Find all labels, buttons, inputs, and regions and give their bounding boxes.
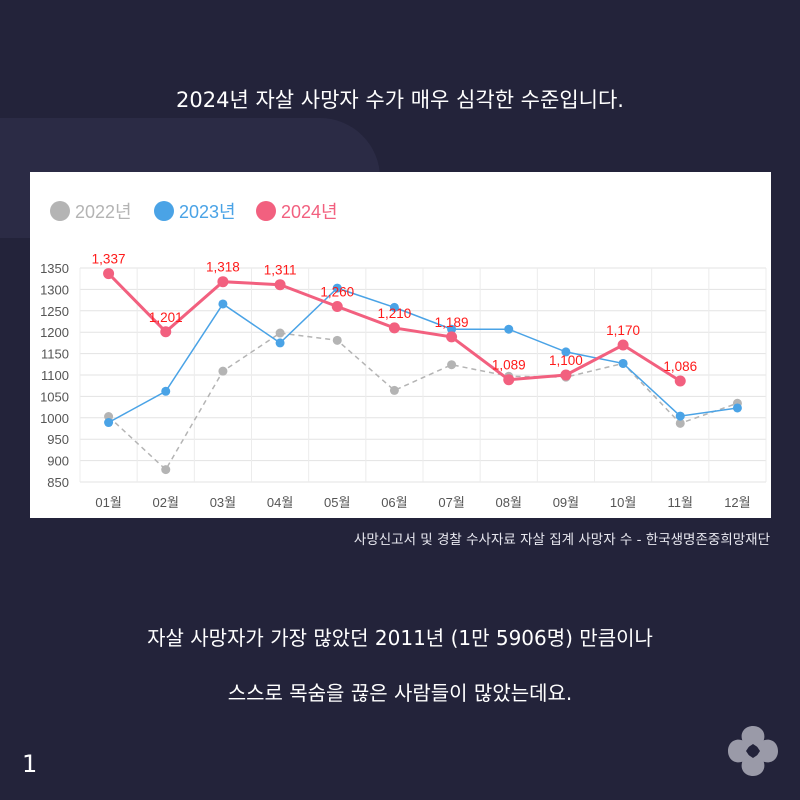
x-tick-label: 03월 — [210, 495, 236, 510]
data-label: 1,086 — [663, 359, 697, 374]
y-tick-label: 1000 — [40, 411, 69, 426]
x-tick-label: 02월 — [153, 495, 179, 510]
y-tick-label: 1200 — [40, 325, 69, 340]
legend-label: 2022년 — [75, 202, 132, 222]
data-label: 1,170 — [606, 323, 640, 338]
data-point — [446, 331, 458, 343]
data-label: 1,201 — [149, 310, 183, 325]
data-point — [447, 324, 457, 334]
data-point — [675, 411, 685, 421]
data-point — [675, 418, 685, 428]
chart-card: 850 900 950 1000 1050 1100 1150 1200 1250 1300 135… — [30, 172, 771, 518]
data-label: 1,337 — [92, 252, 126, 267]
x-tick-label: 11월 — [668, 495, 693, 510]
series-line-2022년 — [108, 332, 738, 471]
data-point — [504, 324, 514, 334]
data-point — [218, 299, 228, 309]
y-tick-label: 1050 — [40, 389, 69, 404]
data-label: 1,318 — [206, 260, 240, 275]
body-line-2: 스스로 목숨을 끊은 사람들이 많았는데요. — [227, 681, 573, 705]
headline: 2024년 자살 사망자 수가 매우 심각한 수준입니다. — [176, 88, 624, 112]
y-tick-label: 1150 — [41, 347, 69, 362]
data-point — [388, 322, 400, 334]
legend-marker — [154, 201, 174, 221]
legend-label: 2023년 — [179, 202, 236, 222]
legend-label: 2024년 — [281, 202, 338, 222]
data-label: 1,100 — [549, 353, 583, 368]
data-point — [503, 374, 515, 386]
data-point — [217, 276, 229, 288]
data-label: 1,260 — [320, 285, 354, 300]
data-point — [389, 385, 399, 395]
x-tick-label: 12월 — [724, 495, 750, 510]
data-point — [674, 375, 686, 387]
y-tick-label: 1250 — [40, 304, 69, 319]
x-tick-label: 09월 — [553, 495, 579, 510]
data-point — [275, 328, 285, 338]
data-point — [618, 358, 628, 368]
page-number: 1 — [22, 750, 38, 778]
data-point — [561, 347, 571, 357]
source-caption: 사망신고서 및 경찰 수사자료 자살 집계 사망자 수 - 한국생명존중희망재단 — [353, 532, 770, 548]
y-tick-label: 850 — [47, 475, 69, 490]
line-chart: 850 900 950 1000 1050 1100 1150 1200 1250 1300 135… — [40, 201, 767, 510]
data-point — [332, 335, 342, 345]
data-label: 1,210 — [378, 306, 412, 321]
data-point — [331, 301, 343, 313]
data-point — [103, 268, 115, 280]
y-tick-label: 950 — [47, 432, 69, 447]
data-point — [161, 465, 171, 475]
x-tick-label: 07월 — [438, 495, 464, 510]
data-label: 1,189 — [435, 315, 469, 330]
x-tick-label: 01월 — [95, 495, 121, 510]
x-tick-label: 08월 — [496, 495, 522, 510]
body-line-1: 자살 사망자가 가장 많았던 2011년 (1만 5906명) 만큼이나 — [147, 626, 653, 650]
legend-marker — [50, 201, 70, 221]
data-label: 1,089 — [492, 358, 526, 373]
y-tick-label: 1100 — [41, 368, 69, 383]
legend-marker — [256, 201, 276, 221]
y-tick-label: 1300 — [40, 282, 69, 297]
data-point — [218, 366, 228, 376]
x-tick-label: 10월 — [610, 495, 636, 510]
data-point — [332, 283, 342, 293]
series-line-2023년 — [108, 287, 738, 424]
x-tick-label: 05월 — [324, 495, 350, 510]
x-tick-label: 04월 — [267, 495, 293, 510]
data-point — [275, 338, 285, 348]
flower-logo-icon — [728, 726, 778, 776]
data-point — [560, 369, 572, 381]
y-tick-label: 900 — [47, 454, 69, 469]
data-label: 1,311 — [264, 263, 297, 278]
data-point — [274, 279, 286, 291]
data-point — [732, 403, 742, 413]
y-tick-label: 1350 — [40, 261, 69, 276]
data-point — [160, 326, 172, 338]
data-point — [447, 360, 457, 370]
data-point — [617, 339, 629, 351]
data-point — [104, 418, 114, 428]
data-point — [161, 386, 171, 396]
x-tick-label: 06월 — [381, 495, 407, 510]
data-point — [389, 302, 399, 312]
